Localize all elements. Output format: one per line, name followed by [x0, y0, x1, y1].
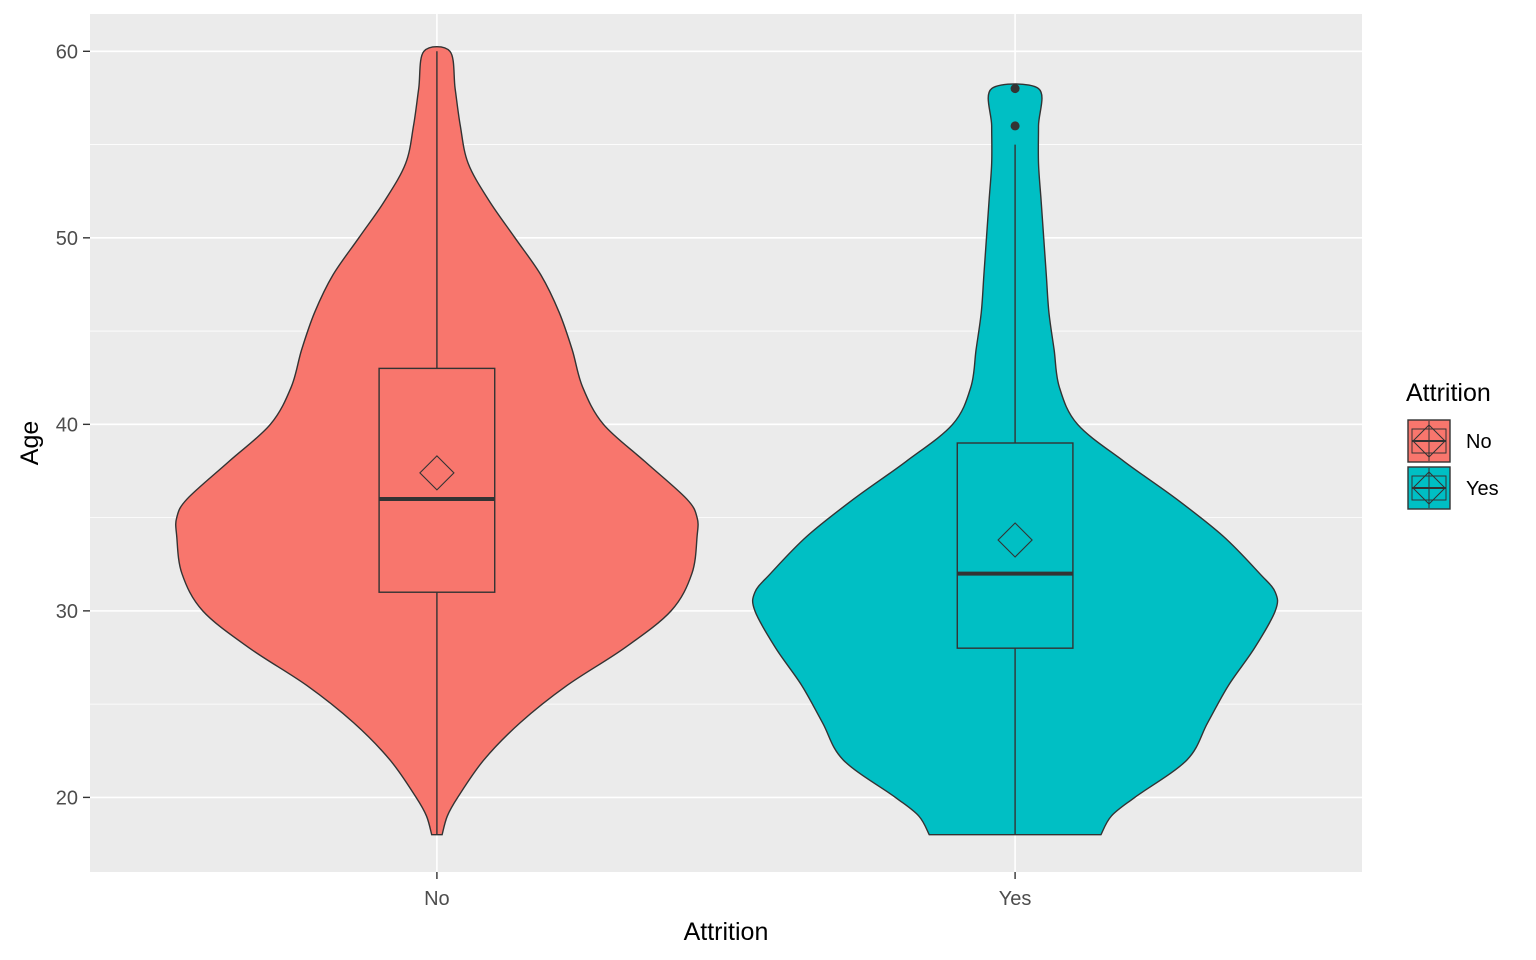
legend-mean-glyph [1412, 471, 1446, 505]
y-tick-label: 60 [56, 41, 78, 63]
y-axis: 20 30 40 50 60 [56, 41, 90, 809]
legend-key-no: No [1407, 419, 1492, 463]
x-tick-label: Yes [999, 888, 1032, 910]
legend-label: No [1466, 431, 1492, 453]
legend: Attrition No Yes [1406, 379, 1499, 510]
mean-marker [419, 455, 455, 491]
legend-title: Attrition [1406, 379, 1491, 407]
y-axis-title: Age [16, 421, 44, 465]
legend-key-yes: Yes [1407, 466, 1499, 510]
x-axis-title: Attrition [684, 918, 769, 946]
legend-mean-glyph [1412, 424, 1446, 458]
boxplots-layer [378, 51, 1074, 835]
legend-label: Yes [1466, 478, 1499, 500]
box-iqr [378, 367, 496, 593]
mean-marker [997, 522, 1033, 558]
x-axis: No Yes [424, 872, 1031, 910]
x-tick-label: No [424, 888, 450, 910]
y-tick-label: 30 [56, 601, 78, 623]
y-tick-label: 20 [56, 787, 78, 809]
outlier-point [1010, 84, 1020, 94]
outlier-point [1010, 121, 1020, 131]
box-iqr [956, 442, 1074, 649]
y-tick-label: 40 [56, 414, 78, 436]
y-tick-label: 50 [56, 228, 78, 250]
